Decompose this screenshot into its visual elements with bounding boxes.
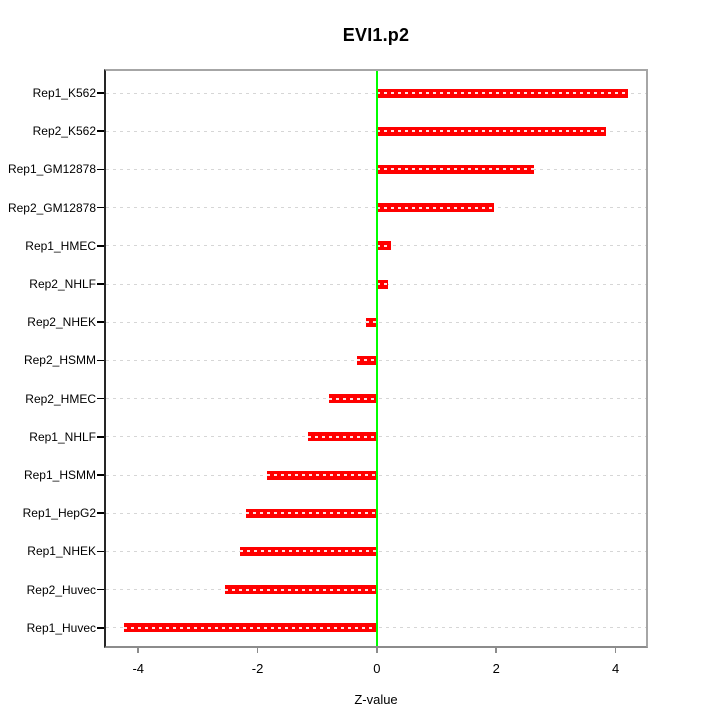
y-axis-tick bbox=[97, 92, 104, 94]
y-axis-category-label: Rep1_Huvec bbox=[26, 620, 96, 635]
bar-dash-pattern bbox=[366, 321, 377, 324]
y-axis-tick bbox=[97, 588, 104, 591]
bar-dash-pattern bbox=[328, 397, 377, 400]
y-axis-category-label: Rep2_K562 bbox=[32, 124, 96, 139]
y-axis-category-label: Rep2_HSMM bbox=[23, 353, 96, 368]
bar bbox=[376, 241, 392, 251]
x-axis-tick-label: 4 bbox=[611, 661, 620, 676]
bar-dash-pattern bbox=[225, 588, 377, 591]
y-axis-category-label: Rep2_Huvec bbox=[26, 582, 96, 597]
x-axis-tick-label: 2 bbox=[492, 661, 500, 676]
y-axis-category-label: Rep1_HepG2 bbox=[22, 506, 96, 521]
chart-title: EVI1.p2 bbox=[342, 25, 410, 45]
gridline bbox=[106, 168, 646, 170]
bar bbox=[240, 546, 377, 556]
bar-dash-pattern bbox=[357, 359, 377, 362]
bar-dash-pattern bbox=[240, 550, 377, 553]
x-axis-tick bbox=[137, 646, 139, 653]
y-axis-tick bbox=[97, 474, 104, 476]
x-axis-tick-label: 0 bbox=[373, 661, 381, 676]
y-axis-category-label: Rep2_NHEK bbox=[27, 315, 96, 330]
bar bbox=[357, 355, 377, 365]
y-axis-category-label: Rep1_NHEK bbox=[27, 544, 96, 559]
bar bbox=[376, 279, 388, 289]
y-axis-tick bbox=[97, 206, 104, 209]
x-axis-tick bbox=[495, 646, 497, 653]
y-axis-tick bbox=[97, 130, 104, 132]
y-axis-tick bbox=[97, 283, 104, 285]
y-axis-category-label: Rep1_GM12878 bbox=[7, 162, 96, 177]
x-axis-tick-label: -2 bbox=[251, 661, 264, 676]
bar-dash-pattern bbox=[376, 283, 388, 285]
bar bbox=[376, 164, 535, 174]
bar bbox=[225, 585, 377, 595]
x-axis-tick bbox=[256, 646, 259, 653]
bar bbox=[266, 470, 377, 480]
x-axis-tick-label: -4 bbox=[132, 661, 144, 676]
gridline bbox=[106, 283, 646, 285]
gridline bbox=[106, 245, 646, 247]
bar-dash-pattern bbox=[376, 206, 495, 209]
bar bbox=[376, 88, 629, 98]
y-axis-category-label: Rep1_NHLF bbox=[29, 429, 96, 444]
bar-dash-pattern bbox=[376, 92, 629, 94]
bar bbox=[376, 126, 607, 136]
bar-dash-pattern bbox=[376, 244, 392, 247]
bar-dash-pattern bbox=[376, 168, 535, 171]
y-axis-category-label: Rep1_HMEC bbox=[25, 238, 96, 253]
y-axis-category-label: Rep2_HMEC bbox=[25, 391, 96, 406]
y-axis-tick bbox=[97, 436, 104, 438]
y-axis-category-label: Rep2_NHLF bbox=[29, 277, 96, 291]
y-axis-tick bbox=[97, 168, 104, 171]
y-axis-tick bbox=[97, 359, 104, 362]
bar-dash-pattern bbox=[266, 474, 377, 476]
bar bbox=[376, 203, 495, 213]
y-axis-tick bbox=[97, 397, 104, 400]
y-axis-tick bbox=[97, 245, 104, 247]
y-axis-tick bbox=[97, 550, 104, 553]
y-axis-category-label: Rep1_HSMM bbox=[23, 468, 96, 482]
y-axis-category-label: Rep2_GM12878 bbox=[7, 200, 96, 215]
bar bbox=[328, 394, 377, 404]
bar-dash-pattern bbox=[376, 130, 607, 133]
y-axis-tick bbox=[97, 321, 104, 323]
x-axis-tick bbox=[376, 646, 378, 653]
gridline bbox=[106, 207, 646, 209]
bar-dash-pattern bbox=[123, 626, 377, 629]
x-axis-label: Z-value bbox=[354, 692, 398, 707]
y-axis-tick bbox=[97, 627, 104, 629]
bar bbox=[246, 508, 377, 518]
bar bbox=[366, 317, 377, 327]
y-axis-category-label: Rep1_K562 bbox=[32, 86, 96, 100]
gridline bbox=[106, 130, 646, 132]
bar bbox=[123, 623, 377, 633]
bar-dash-pattern bbox=[246, 512, 377, 515]
bar-dash-pattern bbox=[307, 435, 377, 438]
y-axis-tick bbox=[97, 512, 104, 514]
zero-reference-line bbox=[376, 71, 378, 646]
gridline bbox=[106, 92, 646, 94]
bar bbox=[307, 432, 377, 442]
x-axis-tick bbox=[614, 646, 617, 653]
